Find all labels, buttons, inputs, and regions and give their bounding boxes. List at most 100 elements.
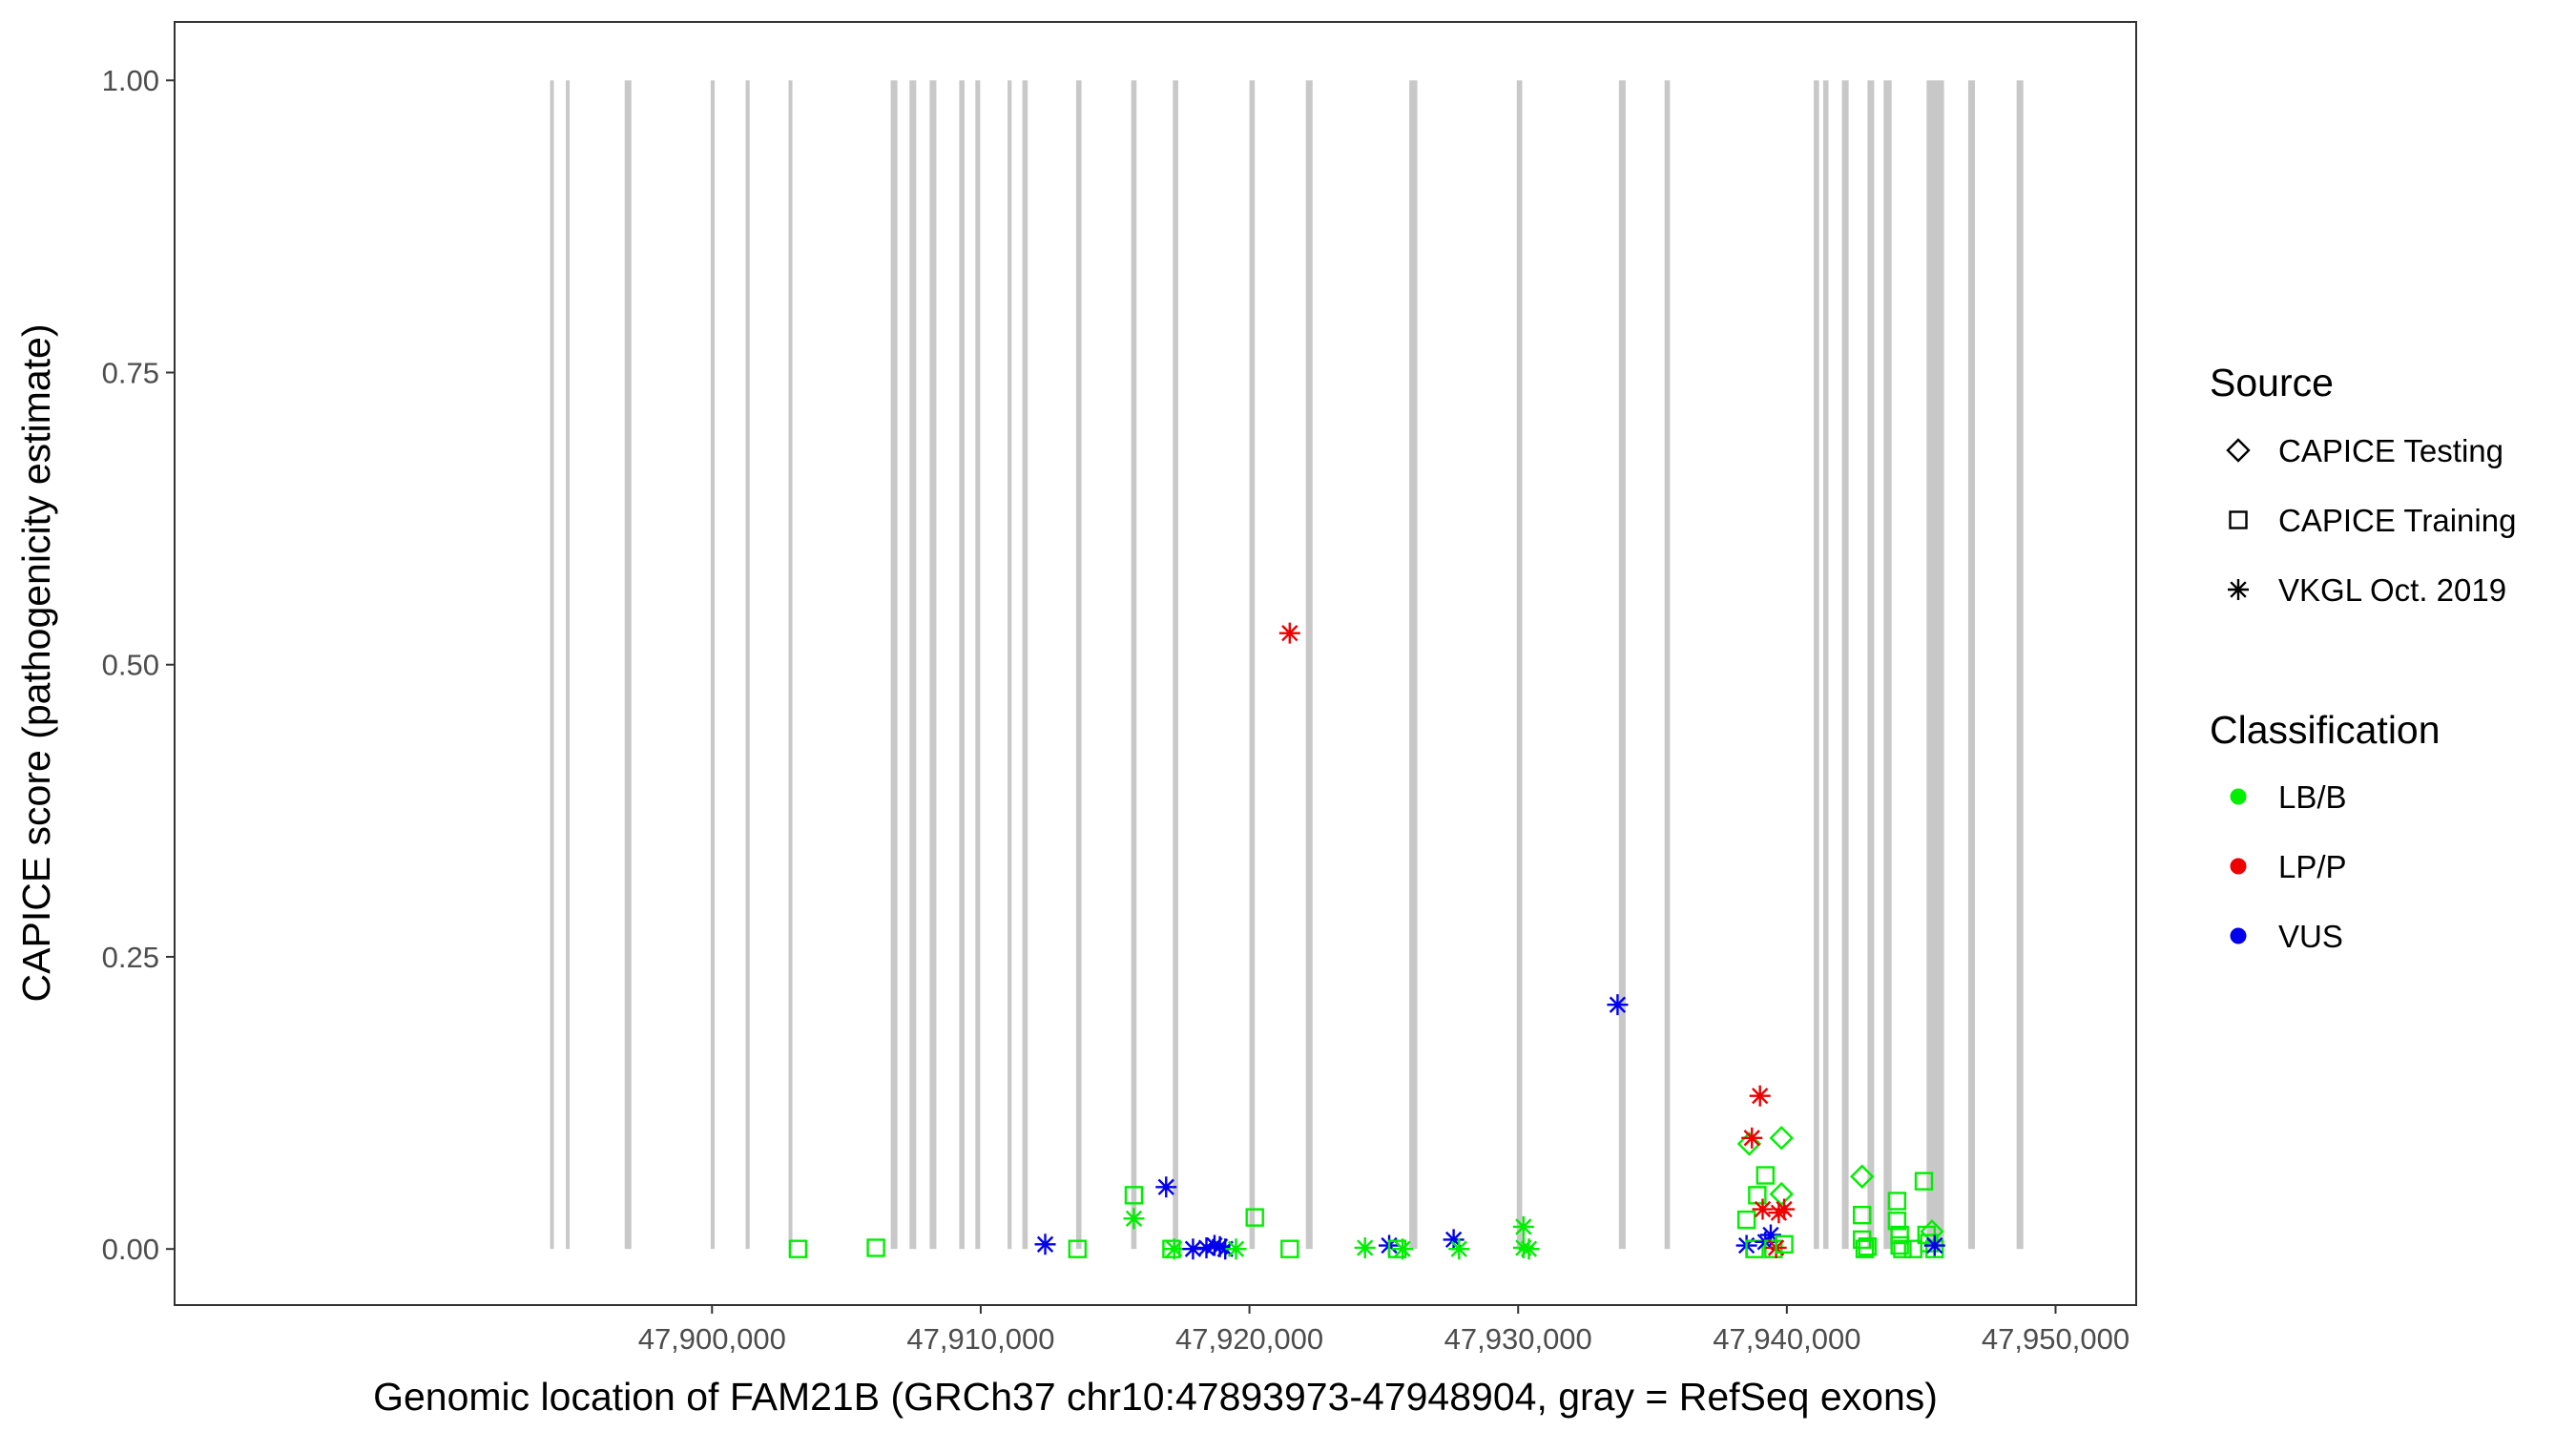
exon-bar (1022, 80, 1028, 1250)
x-tick-label: 47,930,000 (1444, 1322, 1592, 1356)
exon-bar (1249, 80, 1256, 1250)
y-axis-title: CAPICE score (pathogenicity estimate) (14, 324, 58, 1003)
exon-bar (890, 80, 898, 1250)
legend-classification-label-vus: VUS (2278, 919, 2343, 954)
data-point (1215, 1238, 1236, 1260)
x-axis-title: Genomic location of FAM21B (GRCh37 chr10… (373, 1375, 1938, 1419)
exon-bar (1131, 80, 1137, 1250)
data-point (1764, 1239, 1783, 1258)
data-point (1736, 1131, 1762, 1156)
data-point (1855, 1239, 1875, 1258)
legend-source: Source CAPICE Testing CAPICE Training VK… (2210, 361, 2516, 608)
data-point (1893, 1239, 1912, 1258)
legend-classification: Classification LB/B LP/P VUS (2210, 708, 2441, 954)
y-tick-label: 1.00 (102, 64, 159, 97)
data-point (1890, 1235, 1909, 1255)
data-point (1775, 1234, 1794, 1255)
y-tick-label: 0.00 (102, 1233, 159, 1266)
data-point (1518, 1238, 1540, 1260)
legend-classification-label-lpp: LP/P (2278, 849, 2347, 884)
data-point (1278, 622, 1300, 644)
data-point (1769, 1181, 1794, 1207)
data-point (1034, 1234, 1056, 1255)
data-point (1068, 1239, 1088, 1258)
data-point (1124, 1186, 1144, 1205)
legend-classification-key (2230, 927, 2247, 944)
legend-classification-keys (2230, 788, 2247, 944)
data-point (1182, 1238, 1204, 1260)
legend-source-key (2226, 438, 2251, 463)
data-point (1607, 994, 1629, 1016)
x-tick-label: 47,950,000 (1982, 1322, 2129, 1356)
x-tick-label: 47,940,000 (1713, 1322, 1860, 1356)
exon-bar (566, 80, 571, 1250)
data-point (1749, 1085, 1771, 1107)
plot-panel-border (174, 21, 2137, 1306)
exon-bar (1822, 80, 1829, 1250)
exon-bar (1618, 80, 1626, 1250)
data-point (866, 1238, 885, 1257)
exon-bar (1173, 80, 1178, 1250)
data-point (1195, 1236, 1217, 1258)
exon-bar (929, 80, 937, 1250)
legend-source-label-vkgl: VKGL Oct. 2019 (2278, 572, 2506, 608)
exon-bar (1409, 80, 1418, 1250)
data-point (1774, 1198, 1796, 1220)
y-tick-label: 0.50 (102, 649, 159, 682)
data-point (1755, 1166, 1776, 1185)
data-point (1448, 1238, 1470, 1260)
data-point (1512, 1215, 1534, 1237)
data-point (1163, 1238, 1185, 1260)
data-point (1741, 1127, 1763, 1149)
exon-bar (1305, 80, 1313, 1250)
legend-source-title: Source (2210, 361, 2334, 404)
data-point (1354, 1236, 1376, 1258)
data-point (1443, 1229, 1465, 1251)
exon-bar (745, 80, 750, 1250)
exon-bar (1664, 80, 1671, 1250)
exon-bar (1967, 80, 1976, 1250)
legend-source-label-training: CAPICE Training (2278, 503, 2516, 538)
data-point (1769, 1126, 1794, 1151)
data-point (1850, 1164, 1875, 1189)
legend-source-key (2228, 579, 2249, 600)
exon-bar (1867, 80, 1875, 1250)
data-point (1853, 1205, 1872, 1225)
data-point (1203, 1234, 1225, 1256)
data-point (1280, 1239, 1299, 1258)
data-point (1752, 1198, 1774, 1220)
data-point (788, 1239, 808, 1258)
exon-bar (975, 80, 981, 1250)
x-tick-label: 47,920,000 (1175, 1322, 1323, 1356)
exon-bar (2016, 80, 2024, 1250)
x-tick-label: 47,910,000 (906, 1322, 1054, 1356)
data-point (1155, 1176, 1177, 1198)
data-point (1887, 1192, 1907, 1211)
legend-source-key (2229, 510, 2248, 529)
axis-layer: 47,900,000 47,910,000 47,920,000 47,930,000… (102, 64, 2129, 1356)
data-point (1858, 1237, 1878, 1256)
data-point (1759, 1224, 1781, 1246)
y-tick-label: 0.75 (102, 356, 159, 389)
y-tick-label: 0.25 (102, 941, 159, 974)
exon-bar (909, 80, 917, 1250)
exon-bar (1075, 80, 1082, 1250)
exon-bar (550, 80, 554, 1250)
exon-layer (550, 80, 2024, 1250)
exon-bar (710, 80, 716, 1250)
data-point (1123, 1208, 1145, 1230)
data-point (1768, 1202, 1790, 1224)
data-point (1736, 1210, 1756, 1230)
exon-bar (1926, 80, 1944, 1250)
data-point (1209, 1235, 1231, 1257)
x-tick-label: 47,900,000 (638, 1322, 786, 1356)
legend-classification-key (2230, 788, 2247, 805)
exon-bar (1841, 80, 1849, 1250)
data-point (1392, 1238, 1414, 1260)
legend-source-keys (2226, 438, 2251, 600)
legend-classification-label-lbb: LB/B (2278, 779, 2347, 815)
data-point (1225, 1238, 1247, 1260)
data-point (1923, 1234, 1945, 1256)
legend-source-label-testing: CAPICE Testing (2278, 433, 2503, 468)
